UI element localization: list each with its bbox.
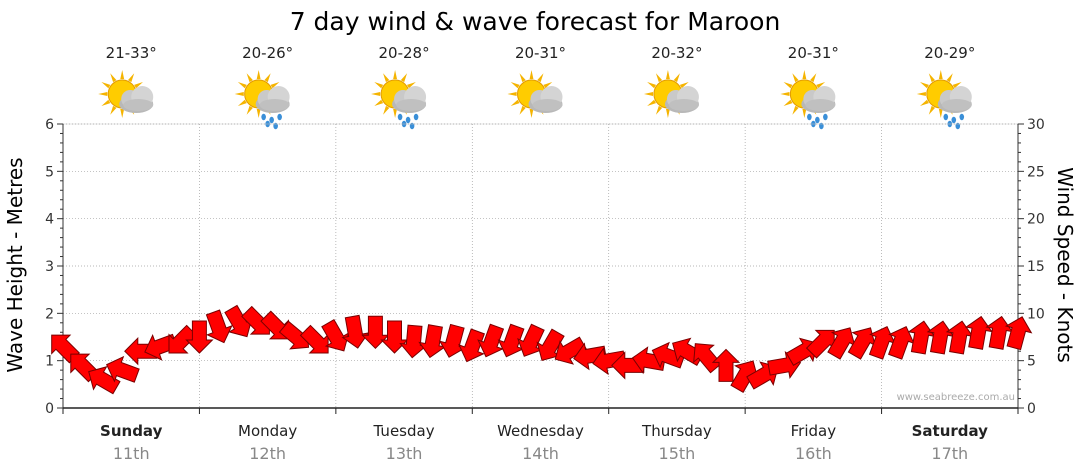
y-left-tick-label: 2 <box>45 306 54 322</box>
wind-arrow <box>964 315 993 350</box>
y-left-tick-label: 3 <box>45 259 54 275</box>
wind-arrow <box>321 318 350 352</box>
wind-arrow <box>205 309 233 344</box>
wind-marks <box>51 304 1033 395</box>
day-temp-range: 20-31° <box>788 44 839 62</box>
wind-arrow <box>592 347 627 376</box>
day-name-label: Tuesday <box>373 422 435 440</box>
wind-arrow <box>168 324 198 354</box>
day-date-label: 13th <box>386 444 423 463</box>
wind-arrow <box>1004 316 1033 351</box>
y-right-tick-label: 30 <box>1027 117 1045 133</box>
wind-arrow <box>185 320 214 354</box>
wind-arrow <box>341 314 370 349</box>
day-name-label: Thursday <box>641 422 712 440</box>
wind-arrow <box>730 360 759 393</box>
day-name-label: Sunday <box>100 422 163 440</box>
day-name-label: Monday <box>238 422 297 440</box>
sun-rain-icon <box>371 70 427 130</box>
chart-title: 7 day wind & wave forecast for Maroon <box>290 7 781 36</box>
y-right-tick-label: 25 <box>1027 164 1045 180</box>
wind-arrow <box>458 328 485 363</box>
day-date-label: 14th <box>522 444 559 463</box>
wind-arrow <box>418 324 447 359</box>
chart-grid <box>62 123 1019 409</box>
wind-arrow <box>573 342 608 371</box>
day-temp-range: 20-29° <box>924 44 975 62</box>
day-name-label: Wednesday <box>497 422 584 440</box>
wind-arrow <box>827 327 856 360</box>
y-right-tick-label: 5 <box>1027 354 1036 370</box>
wind-arrow <box>926 320 955 355</box>
day-temp-range: 21-33° <box>106 44 157 62</box>
y-right-tick-label: 10 <box>1027 306 1045 322</box>
wind-arrow <box>945 320 974 355</box>
y-left-tick-label: 5 <box>45 164 54 180</box>
day-date-label: 16th <box>795 444 832 463</box>
day-date-label: 17th <box>931 444 968 463</box>
wind-arrow <box>517 323 545 357</box>
wind-arrow <box>299 324 329 354</box>
day-date-label: 11th <box>113 444 150 463</box>
wind-arrow <box>805 329 835 359</box>
sun-cloud-icon <box>643 70 699 118</box>
wind-arrow <box>711 348 741 382</box>
wind-arrow <box>497 323 525 358</box>
chart-axes: 0 1 2 3 4 5 6 0 5 10 15 20 25 30 <box>45 117 1045 417</box>
y-right-tick-label: 0 <box>1027 401 1036 417</box>
wind-arrow <box>536 328 565 361</box>
day-temp-range: 20-32° <box>651 44 702 62</box>
day-name-label: Saturday <box>912 422 989 440</box>
day-labels: Sunday 11th Monday 12th Tuesday 13th Wednesday… <box>100 422 988 463</box>
sun-cloud-icon <box>507 70 563 118</box>
y-left-tick-label: 4 <box>45 212 54 228</box>
day-temp-range: 20-28° <box>379 44 430 62</box>
y-left-tick-label: 6 <box>45 117 54 133</box>
day-temp-range: 20-26° <box>242 44 293 62</box>
wind-arrow <box>106 355 140 383</box>
y-axis-right-label: Wind Speed - Knots <box>1053 167 1077 363</box>
sun-cloud-icon <box>98 70 154 118</box>
wind-arrow <box>88 366 121 395</box>
y-left-tick-label: 0 <box>45 401 54 417</box>
sun-rain-icon <box>234 70 290 130</box>
daily-weather-row: 21-33° 20-26° 20-28° 20-31° 20-32° 20-31° 20-2… <box>98 44 975 130</box>
day-date-label: 12th <box>249 444 286 463</box>
sun-rain-icon <box>916 70 972 130</box>
y-left-tick-label: 1 <box>45 354 54 370</box>
y-right-tick-label: 15 <box>1027 259 1045 275</box>
wind-arrow <box>847 327 877 360</box>
wind-arrow <box>888 326 915 360</box>
wind-arrow <box>985 315 1014 350</box>
sun-rain-icon <box>780 70 836 130</box>
y-axis-left-label: Wave Height - Metres <box>3 157 27 372</box>
y-right-tick-label: 20 <box>1027 212 1045 228</box>
day-name-label: Friday <box>791 422 837 440</box>
day-temp-range: 20-31° <box>515 44 566 62</box>
wind-arrow <box>907 320 936 355</box>
wind-arrow <box>477 323 505 358</box>
credit-text: www.seabreeze.com.au <box>897 392 1015 403</box>
day-date-label: 15th <box>659 444 696 463</box>
wind-arrow <box>554 336 588 365</box>
